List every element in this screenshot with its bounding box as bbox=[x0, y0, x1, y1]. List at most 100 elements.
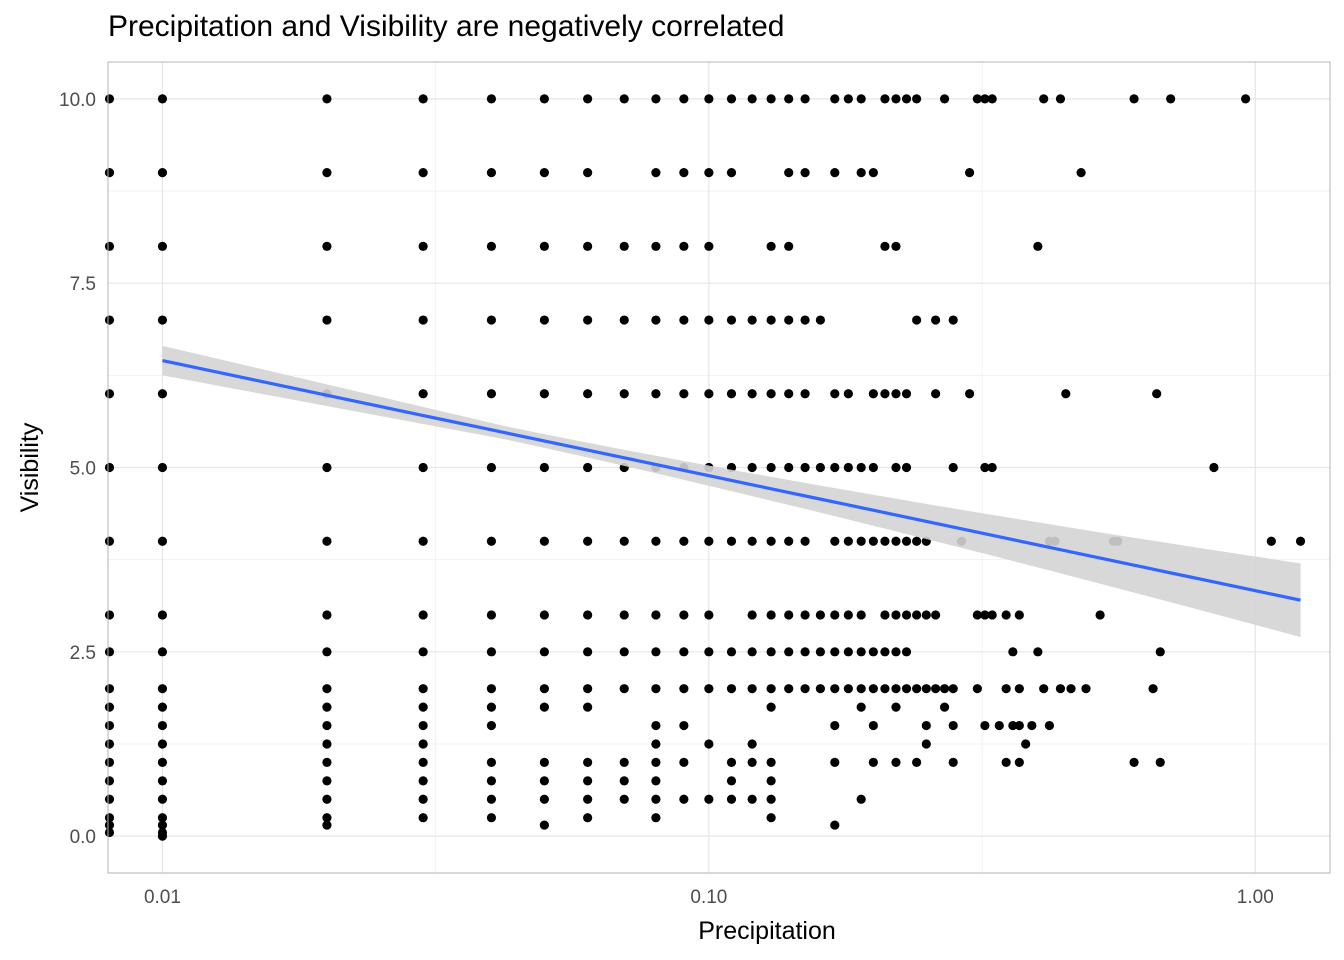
data-point bbox=[104, 536, 115, 546]
data-point bbox=[891, 94, 901, 104]
data-point bbox=[800, 389, 810, 399]
data-point bbox=[157, 776, 168, 786]
data-point bbox=[322, 684, 332, 694]
data-point bbox=[815, 462, 826, 473]
data-point bbox=[322, 315, 332, 325]
data-point bbox=[868, 720, 878, 731]
data-point bbox=[948, 720, 958, 731]
data-point bbox=[104, 827, 115, 838]
data-point bbox=[583, 167, 593, 178]
data-point bbox=[704, 536, 714, 546]
data-point bbox=[322, 813, 332, 823]
data-point bbox=[912, 536, 922, 546]
data-point bbox=[583, 315, 593, 325]
data-point bbox=[104, 794, 115, 804]
data-point bbox=[980, 94, 990, 104]
data-point bbox=[418, 776, 428, 786]
data-point bbox=[830, 820, 840, 830]
data-point bbox=[104, 684, 115, 694]
data-point bbox=[104, 94, 115, 104]
data-point bbox=[583, 610, 593, 620]
data-point bbox=[939, 684, 950, 694]
data-point bbox=[1044, 720, 1055, 731]
data-point bbox=[980, 610, 990, 620]
data-point bbox=[830, 647, 840, 657]
data-point bbox=[1295, 536, 1306, 546]
data-point bbox=[539, 702, 549, 712]
data-point bbox=[651, 94, 661, 104]
data-point bbox=[486, 315, 497, 325]
data-point bbox=[726, 389, 737, 399]
data-point bbox=[651, 757, 661, 768]
data-point bbox=[843, 536, 853, 546]
data-point bbox=[486, 167, 497, 178]
data-point bbox=[843, 462, 853, 473]
data-point bbox=[987, 462, 997, 473]
data-point bbox=[964, 389, 975, 399]
data-point bbox=[157, 831, 168, 841]
data-point bbox=[486, 610, 497, 620]
data-point bbox=[901, 389, 912, 399]
data-point bbox=[766, 94, 776, 104]
data-point bbox=[939, 702, 950, 712]
data-point bbox=[157, 536, 168, 546]
data-point bbox=[651, 241, 661, 251]
data-point bbox=[1033, 647, 1043, 657]
data-point bbox=[891, 702, 901, 712]
data-point bbox=[539, 757, 549, 768]
data-point bbox=[880, 536, 890, 546]
data-point bbox=[726, 776, 737, 786]
data-point bbox=[747, 610, 757, 620]
data-point bbox=[987, 94, 997, 104]
data-point bbox=[972, 684, 982, 694]
data-point bbox=[104, 389, 115, 399]
data-point bbox=[880, 647, 890, 657]
data-point bbox=[619, 647, 629, 657]
data-point bbox=[1166, 94, 1176, 104]
y-tick-label: 5.0 bbox=[70, 459, 96, 480]
data-point bbox=[784, 94, 794, 104]
data-point bbox=[651, 776, 661, 786]
data-point bbox=[1081, 684, 1091, 694]
data-point bbox=[747, 757, 757, 768]
data-point bbox=[784, 389, 794, 399]
data-point bbox=[1008, 720, 1018, 731]
data-point bbox=[830, 167, 840, 178]
x-tick-label: 0.10 bbox=[690, 887, 727, 908]
data-point bbox=[1055, 94, 1066, 104]
data-point bbox=[486, 647, 497, 657]
data-point bbox=[931, 389, 941, 399]
data-point bbox=[583, 241, 593, 251]
data-point bbox=[104, 739, 115, 749]
data-point bbox=[539, 820, 549, 830]
data-point bbox=[418, 684, 428, 694]
fit-line bbox=[162, 359, 1301, 602]
data-point bbox=[1014, 610, 1024, 620]
data-point bbox=[901, 684, 912, 694]
data-point bbox=[1021, 739, 1031, 749]
data-point bbox=[766, 610, 776, 620]
data-point bbox=[679, 684, 689, 694]
data-point bbox=[104, 315, 115, 325]
data-point bbox=[322, 536, 332, 546]
data-point bbox=[766, 813, 776, 823]
data-point bbox=[486, 720, 497, 731]
data-point bbox=[539, 94, 549, 104]
data-point bbox=[1266, 536, 1276, 546]
data-point bbox=[322, 167, 332, 178]
data-point bbox=[322, 647, 332, 657]
data-point bbox=[157, 241, 168, 251]
data-point bbox=[651, 167, 661, 178]
data-point bbox=[1033, 241, 1043, 251]
data-point bbox=[784, 610, 794, 620]
data-point bbox=[891, 684, 901, 694]
data-point bbox=[418, 813, 428, 823]
data-point bbox=[800, 684, 810, 694]
data-point bbox=[104, 647, 115, 657]
data-point bbox=[486, 757, 497, 768]
data-point bbox=[583, 702, 593, 712]
x-tick-label: 0.01 bbox=[144, 887, 181, 908]
data-point bbox=[1241, 94, 1251, 104]
data-point bbox=[104, 610, 115, 620]
data-point bbox=[1014, 684, 1024, 694]
